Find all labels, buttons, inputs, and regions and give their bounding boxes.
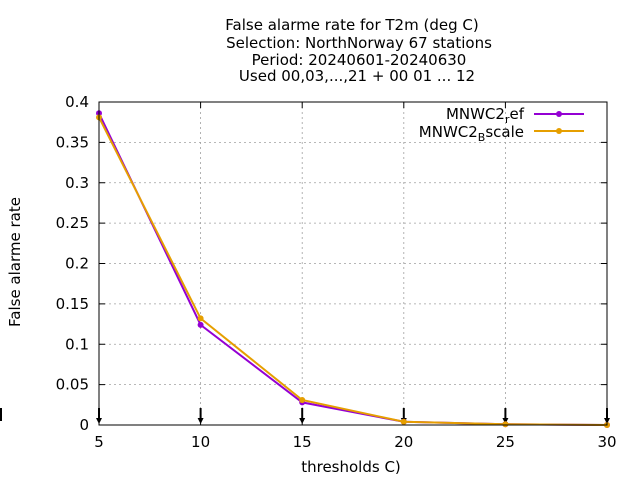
- title-line-2: Selection: NorthNorway 67 stations: [226, 34, 492, 52]
- series-2-point: [299, 396, 306, 403]
- legend-label-2: MNWC2Bscale: [419, 123, 524, 144]
- y-tick-label: 0.2: [65, 255, 89, 273]
- series-2-point: [502, 421, 509, 428]
- y-tick-label: 0.05: [56, 376, 89, 394]
- y-tick-label: 0.1: [65, 335, 89, 353]
- y-axis-label: False alarme rate: [6, 197, 24, 327]
- y-tick-label: 0: [79, 416, 89, 434]
- title-line-4: Used 00,03,...,21 + 00 01 ... 12: [239, 67, 475, 85]
- y-tick-label: 0.3: [65, 174, 89, 192]
- y-axis-ticks: 0 0.05 0.1 0.15 0.2 0.25 0.3 0.35 0.4: [56, 93, 607, 434]
- x-axis-ticks: 5 10 15 20 25 30: [0, 102, 617, 451]
- y-tick-label: 0.4: [65, 93, 89, 111]
- y-tick-label: 0.15: [56, 295, 89, 313]
- series-1-point: [197, 321, 204, 328]
- series-2-point: [197, 315, 204, 322]
- x-tick-label: 20: [394, 433, 413, 451]
- title-line-3: Period: 20240601-20240630: [252, 51, 467, 69]
- series-group: [96, 110, 610, 428]
- legend-marker-2: [556, 128, 562, 134]
- chart-title: False alarme rate for T2m (deg C) Select…: [225, 16, 492, 85]
- title-line-1: False alarme rate for T2m (deg C): [225, 16, 478, 34]
- x-tick-label: 15: [293, 433, 312, 451]
- y-tick-label: 0.35: [56, 133, 89, 151]
- legend-entry-2: MNWC2Bscale: [419, 123, 584, 144]
- legend-marker-1: [556, 111, 562, 117]
- x-arrow-head: [502, 418, 509, 424]
- x-tick-label: 10: [191, 433, 210, 451]
- x-tick-label: 5: [94, 433, 104, 451]
- legend: MNWC2ref MNWC2Bscale: [419, 105, 584, 144]
- legend-label-1: MNWC2ref: [446, 105, 525, 126]
- plot-frame: [98, 101, 608, 426]
- y-tick-label: 0.25: [56, 214, 89, 232]
- legend-entry-1: MNWC2ref: [446, 105, 584, 126]
- x-arrow-head: [197, 418, 204, 424]
- series-2-point: [400, 418, 407, 425]
- x-tick-label: 30: [597, 433, 616, 451]
- x-arrow-head: [299, 418, 306, 424]
- grid: [99, 102, 607, 425]
- x-axis-label: thresholds C): [301, 458, 401, 476]
- series-line-2: [98, 116, 608, 426]
- x-tick-label: 25: [496, 433, 515, 451]
